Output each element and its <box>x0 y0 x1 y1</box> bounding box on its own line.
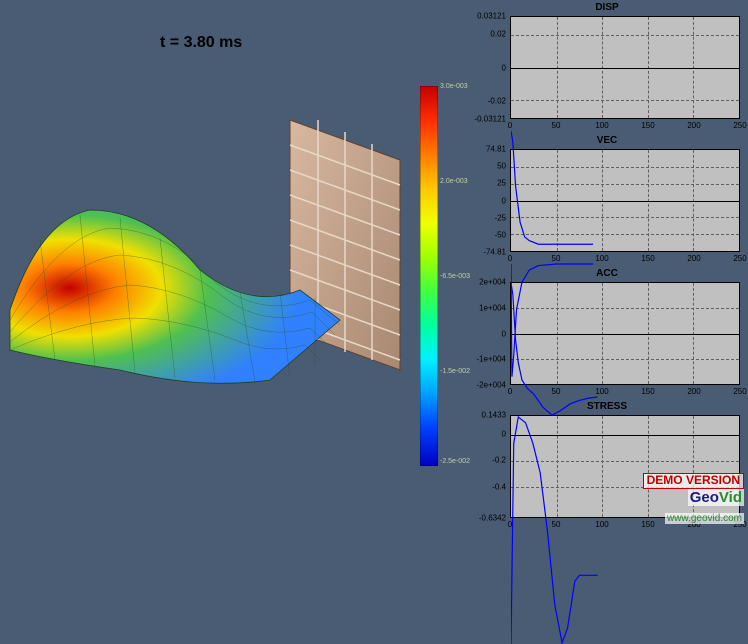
y-tick: 0 <box>502 429 506 438</box>
y-axis: 2e+0041e+0040-1e+004-2e+004 <box>468 282 508 385</box>
time-label: t = 3.80 ms <box>160 34 242 52</box>
colorbar-label: -2.5e-002 <box>440 458 470 465</box>
watermark: DEMO VERSION GeoVid www.geovid.com <box>643 471 744 526</box>
y-axis: 0.031210.020-0.02-0.03121 <box>468 16 508 119</box>
plot-area <box>510 149 740 252</box>
colorbar-label: -6.5e-003 <box>440 273 470 280</box>
y-tick: -0.4 <box>492 482 506 491</box>
charts-panel: DISP0.031210.020-0.02-0.0312105010015020… <box>468 0 746 532</box>
y-tick: -25 <box>494 213 506 222</box>
colorbar <box>420 86 438 466</box>
y-tick: -2e+004 <box>476 381 506 390</box>
y-tick: 25 <box>497 179 506 188</box>
y-tick: 1e+004 <box>479 303 506 312</box>
series-line <box>511 416 739 644</box>
y-tick: 0 <box>502 196 506 205</box>
chart-vec: VEC74.8150250-25-50-74.81050100150200250 <box>468 133 746 266</box>
plot-area <box>510 282 740 385</box>
colorbar-label: -1.5e-002 <box>440 368 470 375</box>
y-tick: 0.1433 <box>482 411 506 420</box>
y-axis: 74.8150250-25-50-74.81 <box>468 149 508 252</box>
y-tick: 74.81 <box>486 145 506 154</box>
y-tick: 0 <box>502 63 506 72</box>
y-tick: 0.03121 <box>477 12 506 21</box>
colorbar-label: 3.0e-003 <box>440 83 468 90</box>
chart-disp: DISP0.031210.020-0.02-0.0312105010015020… <box>468 0 746 133</box>
y-axis: 0.14330-0.2-0.4-0.6342 <box>468 415 508 518</box>
y-tick: 0.02 <box>490 30 506 39</box>
y-tick: -74.81 <box>483 248 506 257</box>
y-tick: -0.02 <box>488 96 506 105</box>
watermark-url: www.geovid.com <box>665 513 744 525</box>
y-tick: -0.03121 <box>474 115 506 124</box>
y-tick: 0 <box>502 329 506 338</box>
colorbar-label: 2.0e-003 <box>440 178 468 185</box>
y-tick: -1e+004 <box>476 355 506 364</box>
chart-title: DISP <box>468 2 746 13</box>
watermark-logo: GeoVid <box>688 489 744 506</box>
simulation-3d-viewport <box>0 60 420 460</box>
y-tick: 50 <box>497 162 506 171</box>
y-tick: -50 <box>494 230 506 239</box>
y-tick: -0.6342 <box>479 514 506 523</box>
y-tick: -0.2 <box>492 456 506 465</box>
y-tick: 2e+004 <box>479 278 506 287</box>
chart-acc: ACC2e+0041e+0040-1e+004-2e+0040501001502… <box>468 266 746 399</box>
plot-area <box>510 16 740 119</box>
watermark-line1: DEMO VERSION <box>643 473 744 489</box>
